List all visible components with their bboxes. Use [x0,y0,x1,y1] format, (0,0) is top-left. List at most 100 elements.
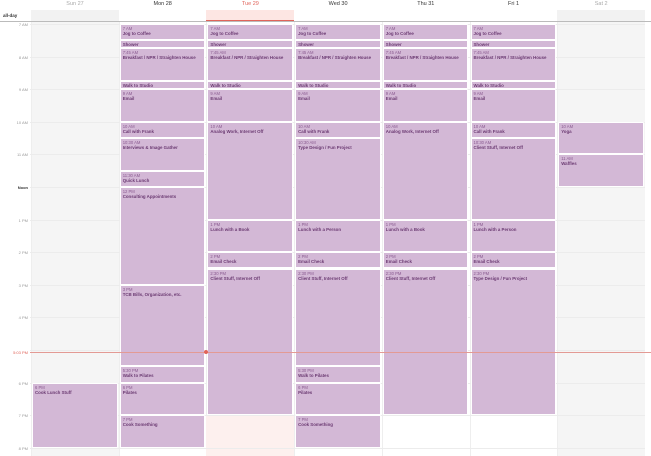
day-column[interactable] [557,22,646,456]
event[interactable]: 6 PM Pilates [119,382,206,416]
event[interactable]: 10:30 AM Interviews & Image Gather [119,138,206,171]
all-day-cell[interactable] [118,10,207,21]
event[interactable]: Shower [295,40,381,49]
day-column[interactable] [469,22,558,456]
event[interactable]: 9 AM Email [470,89,557,122]
event-title: Lunch with a Person [473,226,517,232]
event[interactable]: 6 PM Pilates [295,382,381,416]
event-title: Cook Lunch Stuff [35,389,72,395]
event[interactable]: 7:45 AM Breakfast / NPR / Straighten Hous… [295,48,381,82]
event-time: 7 AM [122,26,133,31]
event-time: 2 PM [298,254,308,260]
event[interactable]: 1 PM Lunch with a Book [207,219,294,253]
event[interactable]: 10 AM Call with Frank [295,121,381,139]
event[interactable]: 2:30 PM Type Design / Fun Project [470,268,557,416]
event-title: Client Stuff, Internet Off [298,275,348,281]
event[interactable]: 7 AM Jog to Coffee [207,24,294,41]
event[interactable]: 5:30 PM Walk to Pilates [295,366,381,383]
event[interactable]: Walk to Studio [470,81,557,90]
event[interactable]: 10 AM Yoga [558,121,644,155]
all-day-cell[interactable] [206,10,295,21]
day-header[interactable]: Wed 30 [328,1,348,7]
day-header[interactable]: Sun 27 [66,1,84,7]
event-title: Walk to Studio [210,83,241,89]
event[interactable]: Shower [382,40,469,49]
event[interactable]: 10:30 AM Client Stuff, Internet Off [470,138,557,220]
event[interactable]: Walk to Studio [382,81,469,90]
all-day-cell[interactable] [381,10,470,21]
event[interactable]: Shower [470,40,557,49]
day-column[interactable] [381,22,470,456]
event-title: Shower [210,42,227,48]
all-day-cell[interactable] [469,10,558,21]
event[interactable]: 9 AM Email [382,89,469,122]
event[interactable]: 7:45 AM Breakfast / NPR / Straighten Hous… [382,48,469,82]
event-time: 2:30 PM [385,270,402,276]
event[interactable]: 7 AM Jog to Coffee [295,24,381,41]
day-column[interactable] [118,22,207,456]
day-header[interactable]: Thu 31 [417,1,435,7]
event-time: 2:30 PM [210,270,226,276]
event[interactable]: 7:45 AM Breakfast / NPR / Straighten Hous… [470,48,557,82]
event[interactable]: 10 AM Analog Work, Internet Off [207,121,294,220]
event-title: Lunch with a Book [385,226,425,232]
all-day-cell[interactable] [557,10,646,21]
event[interactable]: 7 AM Jog to Coffee [470,24,557,41]
hour-label: 8 PM [18,445,28,451]
event[interactable]: 10:30 AM Type Design / Fun Project [295,138,381,220]
event[interactable]: Shower [119,40,206,49]
event[interactable]: Walk to Studio [119,81,206,90]
event[interactable]: 10 AM Call with Frank [119,121,206,139]
event[interactable]: 9 AM Email [207,89,294,122]
all-day-cell[interactable] [31,10,119,21]
event-title: Email Check [298,259,325,265]
event-title: Breakfast / NPR / Straighten House [210,55,284,61]
event-title: Client Stuff, Internet Off [385,275,436,281]
event[interactable]: 1 PM Lunch with a Person [470,219,557,253]
day-header[interactable]: Tue 29 [241,1,259,7]
event[interactable]: 2:30 PM Client Stuff, Internet Off [207,268,294,416]
event[interactable]: 11:30 AM Quick Lunch [119,170,206,187]
event-time: 2:30 PM [298,270,314,276]
event[interactable]: 7:45 AM Breakfast / NPR / Straighten Hous… [119,48,206,82]
event[interactable]: Walk to Studio [295,81,381,90]
event[interactable]: 10 AM Analog Work, Internet Off [382,121,469,220]
event[interactable]: Shower [207,40,294,49]
day-header[interactable]: Fri 1 [508,1,519,7]
event[interactable]: 7 AM Jog to Coffee [119,24,206,41]
event[interactable]: 7:45 AM Breakfast / NPR / Straighten Hous… [207,48,294,82]
event[interactable]: 11 AM Waffles [558,154,644,187]
event-time: 10 AM [385,123,398,129]
event[interactable]: 7 PM Cook Something [119,415,206,448]
event[interactable]: 12 PM Consulting Appointments [119,187,206,285]
event-time: 9 AM [122,91,133,97]
event[interactable]: 2 PM Email Check [295,252,381,269]
event[interactable]: 2:30 PM Client Stuff, Internet Off [295,268,381,367]
event-time: 1 PM [298,221,308,227]
current-time-line [30,351,651,353]
event[interactable]: 1 PM Lunch with a Book [382,219,469,253]
day-header[interactable]: Sat 2 [594,1,608,7]
event[interactable]: 6 PM Cook Lunch Stuff [32,382,118,448]
event[interactable]: 1 PM Lunch with a Person [295,219,381,253]
event[interactable]: Walk to Studio [207,81,294,90]
event[interactable]: 2 PM Email Check [207,252,294,269]
event[interactable]: 9 AM Email [119,89,206,122]
hour-label: 8 AM [18,54,28,60]
day-column[interactable] [206,22,294,456]
event[interactable]: 7 AM Jog to Coffee [382,24,469,41]
day-header[interactable]: Mon 28 [153,1,172,7]
event[interactable]: 2 PM Email Check [382,252,469,269]
event-time: 10 AM [122,123,135,129]
event[interactable]: 2:30 PM Client Stuff, Internet Off [382,268,469,416]
day-column[interactable] [294,22,382,456]
event[interactable]: 9 AM Email [295,89,381,122]
event[interactable]: 5:30 PM Walk to Pilates [119,366,206,383]
event-title: Email [473,96,486,102]
all-day-cell[interactable] [294,10,383,21]
event[interactable]: 7 PM Cook Something [295,415,381,448]
event[interactable]: 2 PM Email Check [470,252,557,269]
event[interactable]: 3 PM TCB Bills, Organization, etc. [119,284,206,367]
event[interactable]: 10 AM Call with Frank [470,121,557,139]
event-title: Call with Frank [122,128,154,134]
